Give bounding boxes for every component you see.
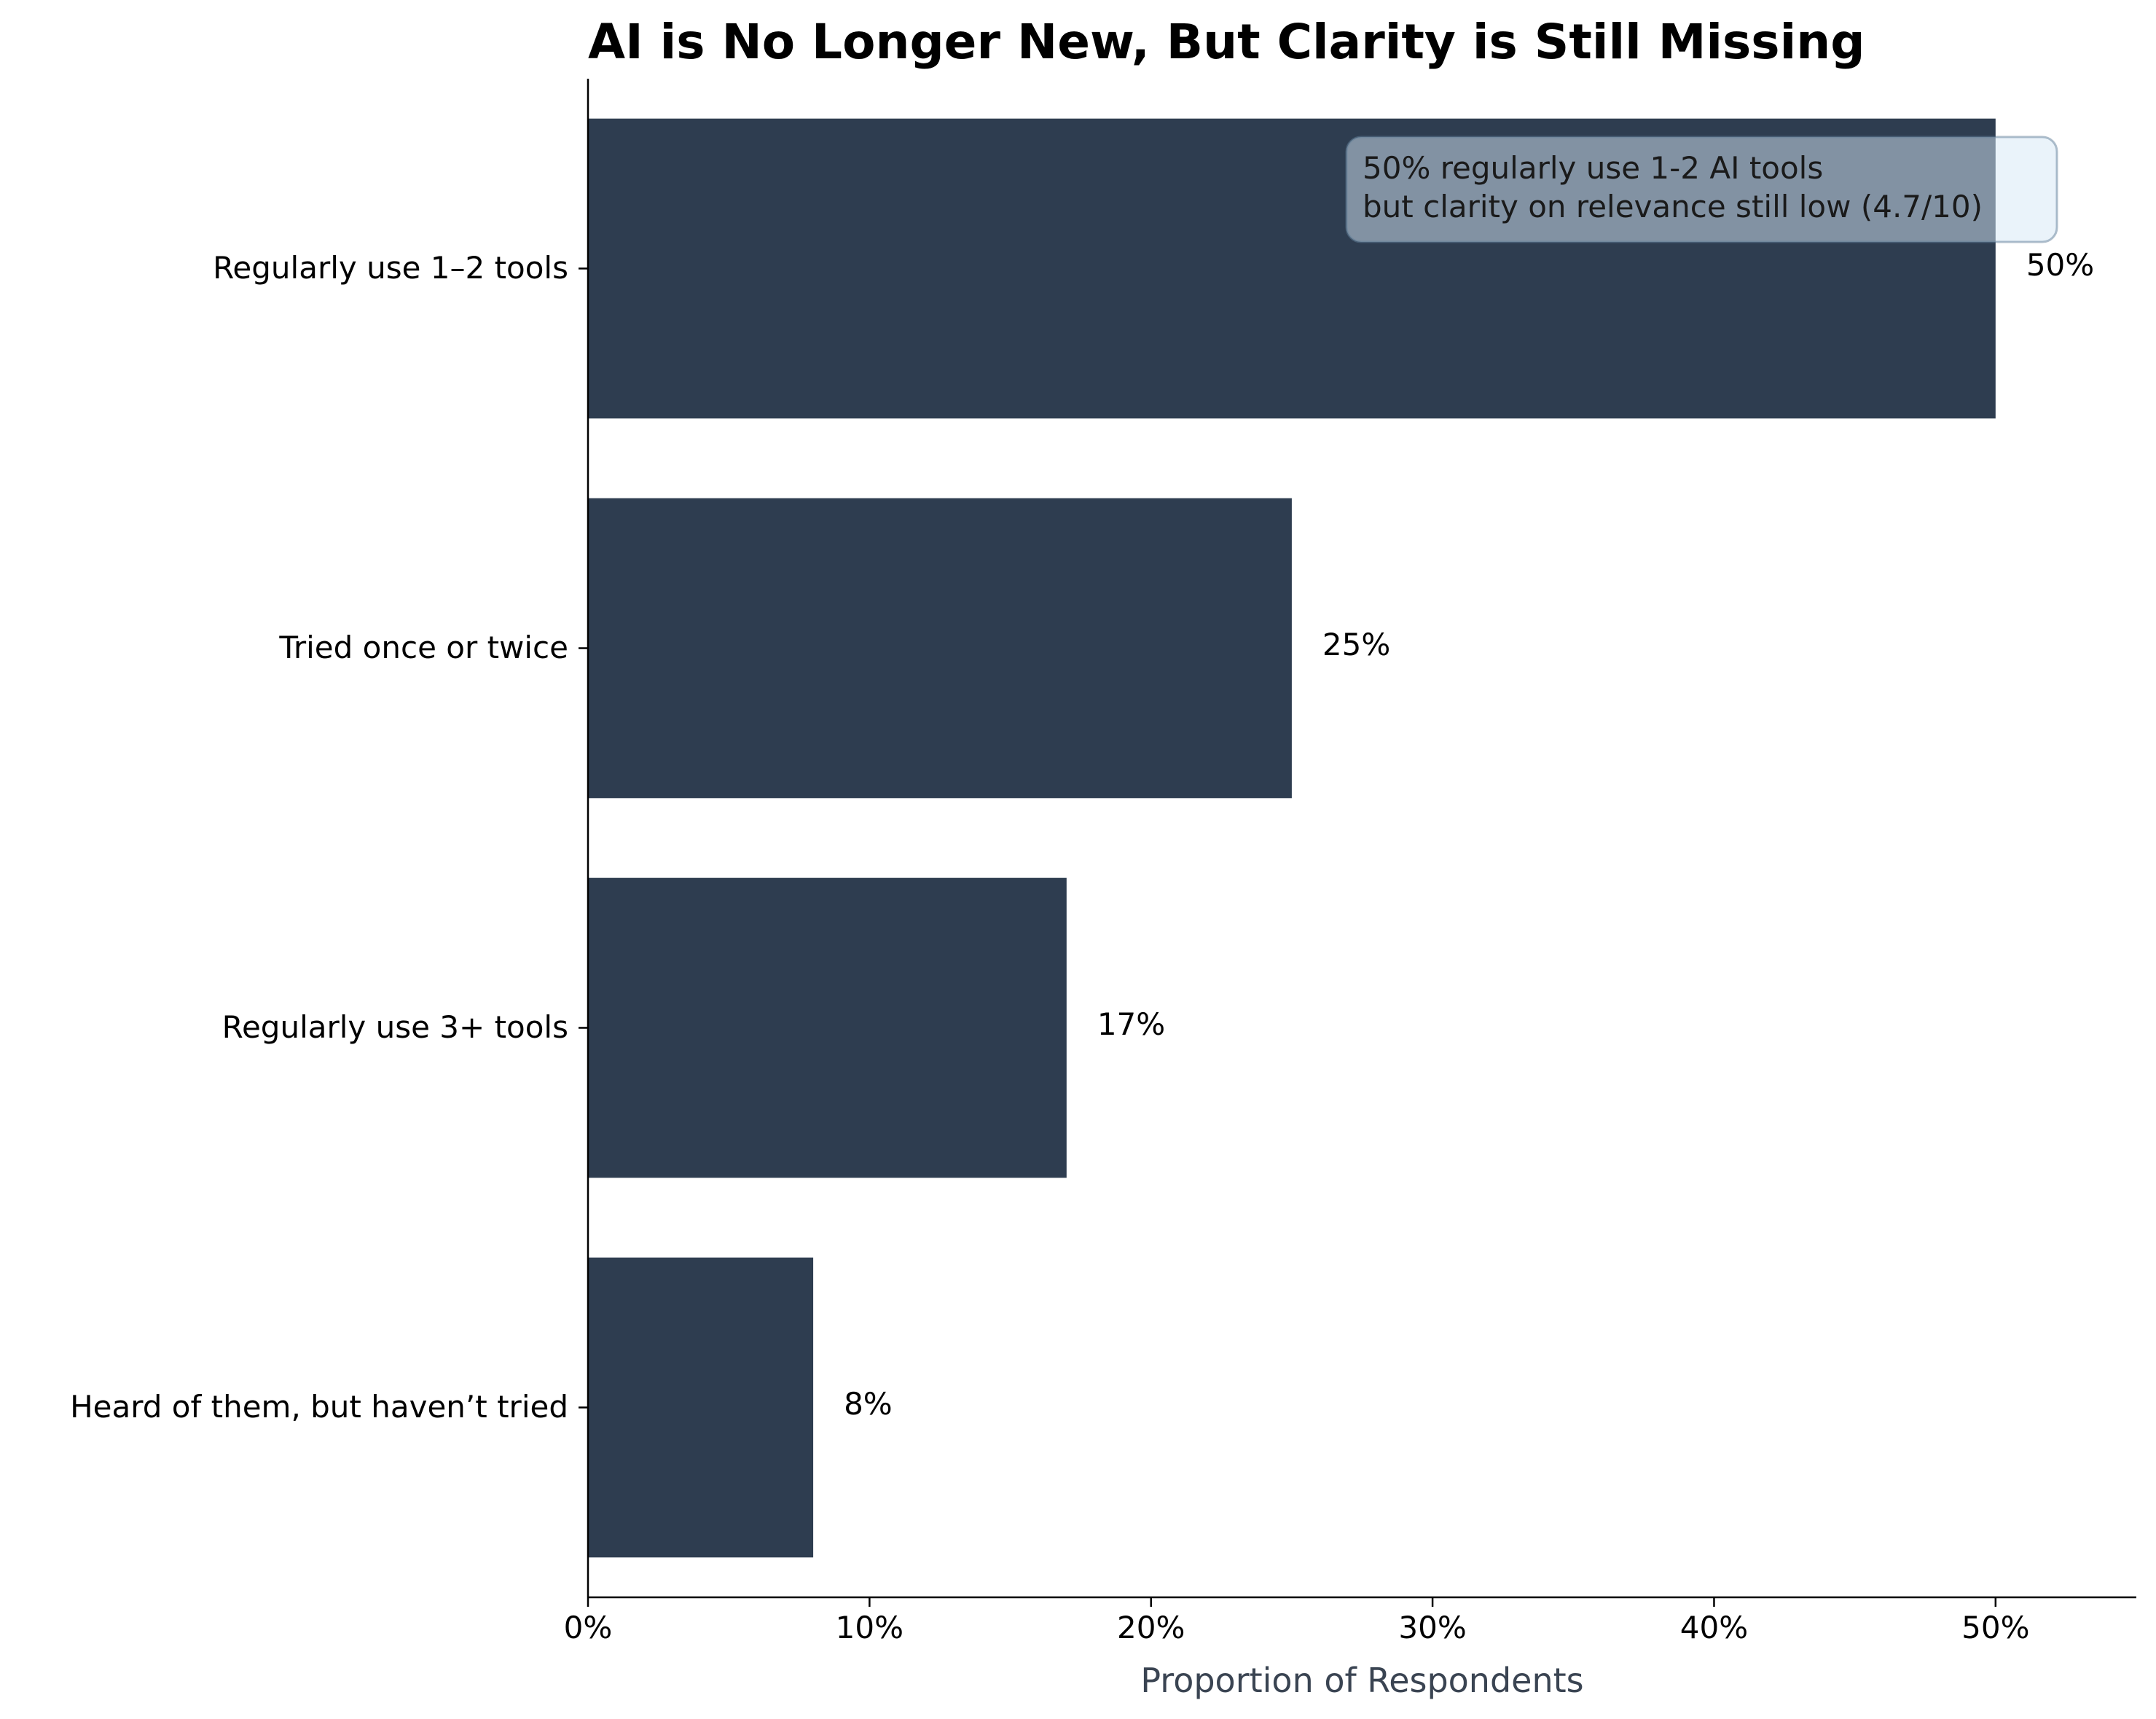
annotation-line-1: 50% regularly use 1-2 AI tools [1363,150,1823,186]
annotation-background [1345,136,2058,243]
y-tick-label-1: Tried once or twice [278,630,568,665]
x-tick-label-5: 50% [1961,1610,2029,1645]
bar-2 [588,877,1067,1178]
x-tick-label-1: 10% [836,1610,903,1645]
value-labels-group: 50% 25% 17% 8% [844,247,2094,1422]
y-tick-label-3: Heard of them, but haven’t tried [70,1389,568,1425]
x-axis-label: Proportion of Respondents [1140,1661,1583,1700]
x-tick-label-4: 40% [1680,1610,1748,1645]
x-axis-ticks: 0% 10% 20% 30% 40% 50% [564,1597,2029,1645]
annotation-line-2: but clarity on relevance still low (4.7/… [1363,189,1983,224]
x-tick-label-3: 30% [1398,1610,1466,1645]
bars-group [588,118,1996,1558]
bar-1 [588,498,1292,799]
x-tick-label-0: 0% [564,1610,613,1645]
bar-3 [588,1257,814,1558]
y-axis-ticks: Regularly use 1–2 tools Tried once or twi… [70,250,588,1425]
bar-value-label-2: 17% [1097,1006,1165,1042]
bar-value-label-3: 8% [844,1386,893,1422]
bar-value-label-0: 50% [2026,247,2094,283]
x-tick-label-2: 20% [1117,1610,1185,1645]
y-tick-label-2: Regularly use 3+ tools [222,1009,568,1045]
y-tick-label-0: Regularly use 1–2 tools [213,250,568,286]
bar-value-label-1: 25% [1322,627,1390,662]
chart-title: AI is No Longer New, But Clarity is Stil… [588,14,1865,70]
annotation-box: 50% regularly use 1-2 AI tools but clari… [1345,136,2058,243]
